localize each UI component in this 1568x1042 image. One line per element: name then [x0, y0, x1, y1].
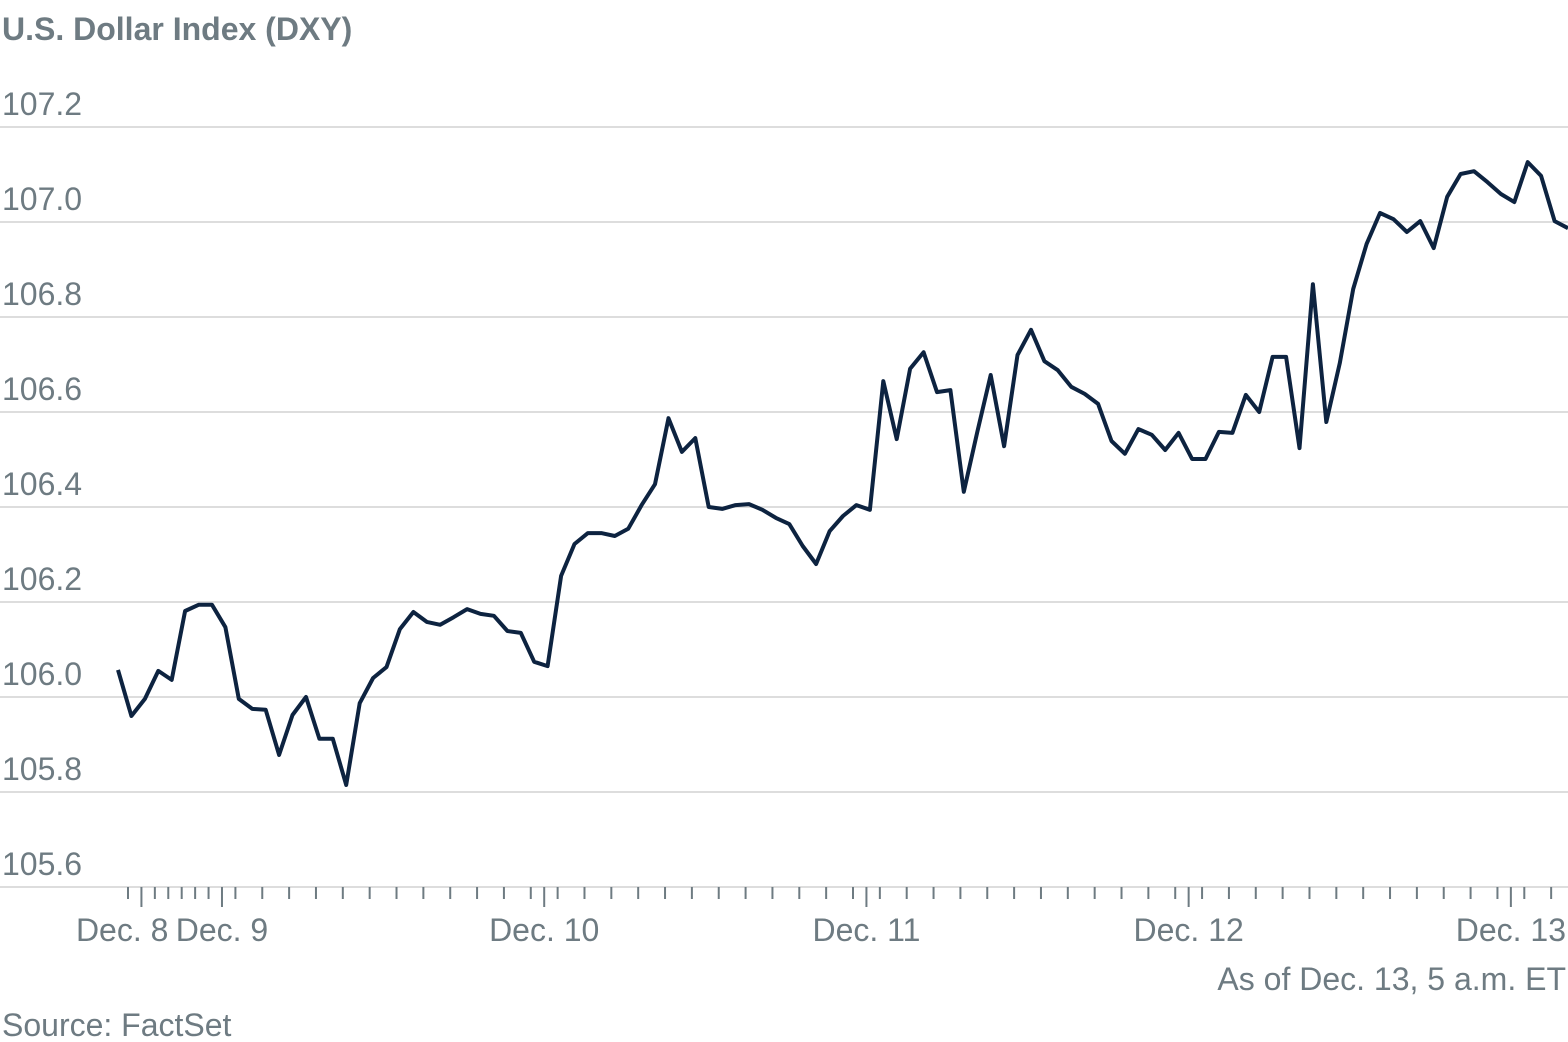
x-tick-label: Dec. 12 [1134, 912, 1244, 948]
note: As of Dec. 13, 5 a.m. ET [1217, 961, 1566, 997]
x-tick-label: Dec. 8 [76, 912, 168, 948]
line [116, 160, 1568, 787]
y-tick-label: 106.4 [2, 466, 82, 502]
y-tick-label: 106.0 [2, 656, 82, 692]
y-tick-label: 107.0 [2, 181, 82, 217]
x-tick-label: Dec. 9 [176, 912, 268, 948]
y-tick-label: 105.6 [2, 846, 82, 882]
x-tick-label: Dec. 10 [489, 912, 599, 948]
y-tick-label: 106.6 [2, 371, 82, 407]
x-tick-label: Dec. 13 [1456, 912, 1566, 948]
y-tick-label: 106.2 [2, 561, 82, 597]
y-tick-label: 107.2 [2, 86, 82, 122]
chart-title: U.S. Dollar Index (DXY) [2, 11, 352, 47]
x-tick-label: Dec. 11 [812, 912, 920, 948]
y-tick-label: 105.8 [2, 751, 82, 787]
y-tick-label: 106.8 [2, 276, 82, 312]
source: Source: FactSet [2, 1007, 232, 1042]
